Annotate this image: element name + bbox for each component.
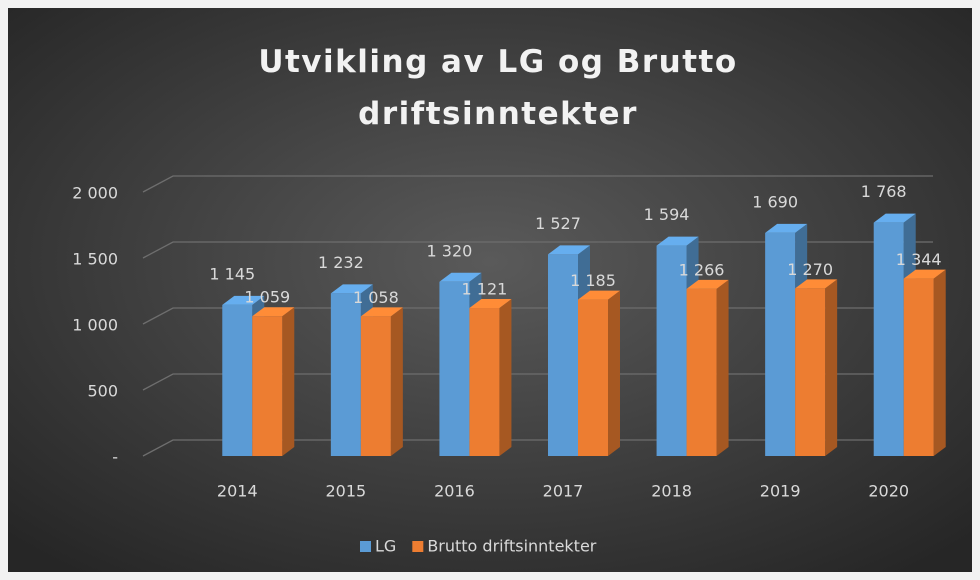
bar-side [608,290,620,456]
y-tick-label: 2 000 [72,184,118,203]
bar-front [873,222,904,456]
bar-side [390,307,403,456]
legend-swatch [412,541,424,552]
data-label: 1 690 [752,192,798,211]
x-tick-label: 2018 [651,482,692,501]
y-tick-label: - [112,448,118,467]
data-label: 1 232 [318,253,364,272]
bar-front [765,232,796,456]
chart: - 500 1 000 1 500 2 000 2014 2015 2016 2017 2018 2… [8,8,972,572]
bar-side [499,299,512,456]
bar [903,269,946,456]
y-tick-label: 1 000 [72,316,118,335]
x-tick-label: 2017 [543,482,584,501]
bar-front [903,278,934,456]
bar [578,290,620,456]
data-label: 1 145 [209,264,255,283]
bar-top [469,299,512,309]
bar-front [252,316,283,456]
data-label: 1 121 [462,280,508,299]
data-label: 1 320 [427,241,473,260]
y-tick-label: 1 500 [72,250,118,269]
legend-label: Brutto driftsinntekter [427,537,596,556]
bar-side [933,269,946,456]
x-tick-label: 2015 [325,482,366,501]
bar-top [252,307,295,317]
legend-label: LG [375,537,396,556]
x-tick-label: 2016 [434,482,475,501]
data-label: 1 185 [570,271,616,290]
bar [795,279,838,456]
chart-title: Utvikling av LG og Brutto driftsinntekte… [258,44,738,132]
y-tick-label: 500 [87,382,118,401]
bar-top [578,290,620,300]
bar-top [439,272,482,282]
bar-front [686,288,717,456]
chart-area: - 500 1 000 1 500 2 000 2014 2015 2016 2017 2018 2… [8,8,972,572]
bar-side [825,279,838,456]
bar [686,279,729,456]
data-label: 1 768 [861,182,907,201]
bar-front [330,293,361,456]
bar-top [795,279,838,289]
bar-top [548,245,590,255]
bar [469,299,512,456]
bar-side [282,307,295,456]
data-label: 1 527 [535,214,581,233]
bar-front [656,245,687,456]
bar-top [873,213,916,223]
data-label: 1 344 [896,250,942,269]
data-label: 1 059 [244,288,290,307]
bar-front [548,254,578,456]
bar-top [686,279,729,289]
bar-top [656,236,699,246]
bar-side [716,279,729,456]
bar-top [765,223,808,233]
bar-front [360,316,391,456]
x-tick-label: 2019 [760,482,801,501]
bar [360,307,403,456]
bar-front [795,288,826,456]
bar-top [360,307,403,317]
grid-line [142,175,933,193]
bar [252,307,295,456]
x-tick-label: 2020 [868,482,909,501]
bar-front [469,308,500,456]
data-label: 1 058 [353,288,399,307]
bar-top [330,284,373,294]
bar-front [439,281,470,456]
bar-top [903,269,946,279]
bar-front [222,304,253,456]
x-tick-label: 2014 [217,482,258,501]
data-label: 1 270 [787,260,833,279]
bar-front [578,299,608,456]
bar-top [222,295,265,305]
legend-swatch [360,541,371,552]
data-label: 1 594 [644,205,690,224]
data-label: 1 266 [679,260,725,279]
